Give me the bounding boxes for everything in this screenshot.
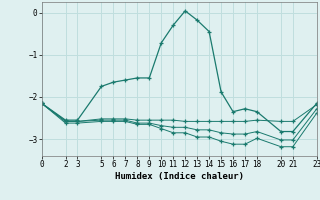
X-axis label: Humidex (Indice chaleur): Humidex (Indice chaleur)	[115, 172, 244, 181]
